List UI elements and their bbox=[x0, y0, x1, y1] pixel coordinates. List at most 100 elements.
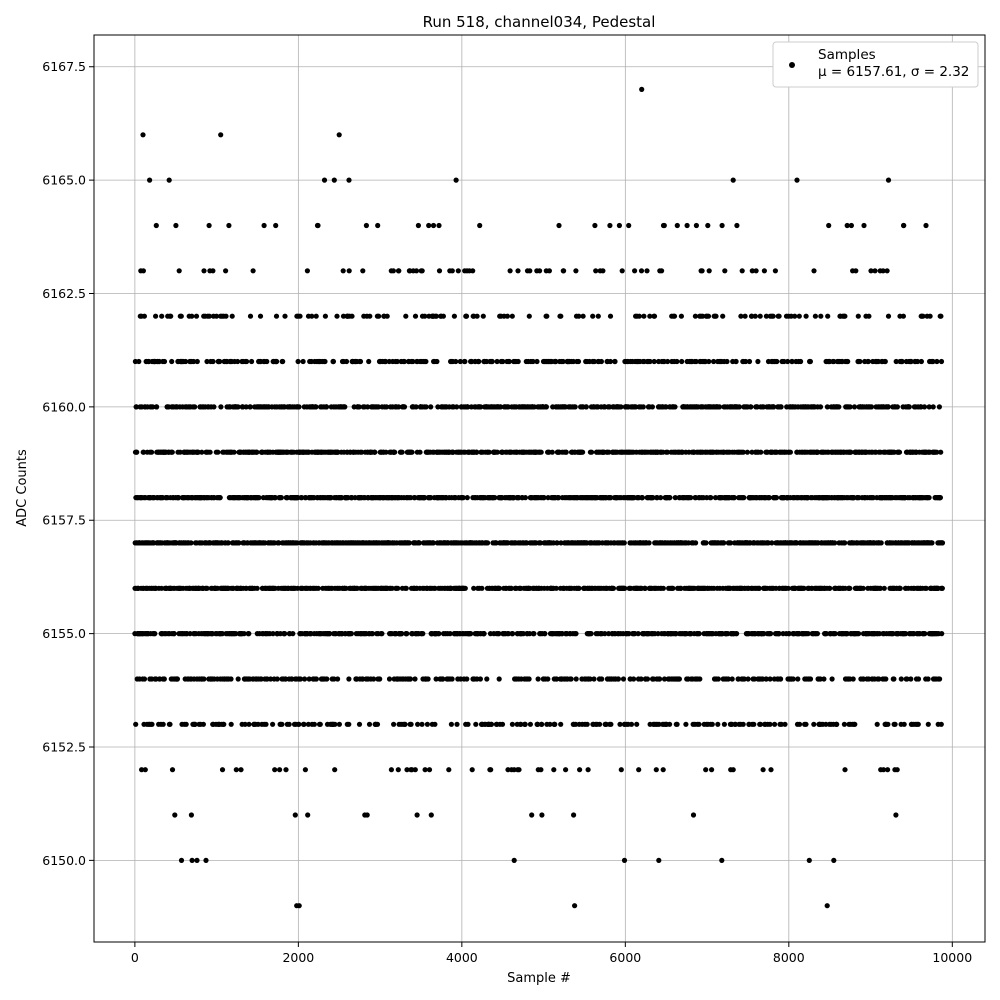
data-point bbox=[538, 767, 544, 773]
data-point bbox=[817, 404, 824, 410]
data-point bbox=[226, 222, 232, 229]
data-point bbox=[297, 676, 304, 682]
data-point bbox=[894, 767, 900, 773]
data-point bbox=[440, 313, 446, 319]
data-point bbox=[753, 268, 759, 274]
data-point bbox=[936, 404, 943, 410]
data-point bbox=[257, 313, 264, 319]
plot-area-frame bbox=[93, 34, 986, 943]
data-point bbox=[233, 631, 239, 637]
data-point bbox=[480, 313, 486, 319]
data-point bbox=[193, 313, 200, 319]
data-point bbox=[409, 449, 415, 455]
data-point bbox=[412, 676, 418, 682]
data-point bbox=[818, 313, 824, 319]
data-point bbox=[183, 358, 189, 365]
data-point bbox=[299, 495, 305, 501]
data-point bbox=[426, 222, 432, 229]
data-point bbox=[529, 812, 535, 818]
data-point bbox=[739, 268, 745, 274]
data-point bbox=[939, 631, 945, 637]
data-point bbox=[419, 721, 425, 727]
data-point bbox=[302, 676, 308, 682]
data-point bbox=[455, 268, 461, 274]
data-point bbox=[811, 268, 817, 274]
data-point bbox=[436, 222, 442, 229]
data-point bbox=[223, 313, 229, 319]
data-point bbox=[851, 404, 858, 410]
data-point bbox=[244, 358, 250, 365]
data-point bbox=[543, 404, 550, 410]
data-point bbox=[334, 313, 340, 319]
data-point-outlier bbox=[203, 857, 209, 864]
data-point bbox=[748, 404, 754, 410]
data-point bbox=[464, 676, 470, 682]
data-point bbox=[659, 268, 665, 274]
data-point bbox=[772, 268, 779, 274]
data-point bbox=[556, 222, 562, 229]
data-point bbox=[217, 358, 223, 365]
data-point bbox=[250, 268, 256, 274]
data-point bbox=[152, 631, 158, 637]
data-point bbox=[153, 313, 159, 319]
data-point bbox=[561, 268, 567, 274]
data-point bbox=[413, 268, 420, 274]
data-point bbox=[881, 585, 887, 591]
data-point bbox=[463, 313, 470, 319]
data-point bbox=[276, 540, 282, 546]
data-point bbox=[301, 721, 307, 727]
data-point bbox=[168, 313, 174, 319]
data-point bbox=[671, 313, 678, 319]
data-point bbox=[509, 631, 516, 637]
data-point bbox=[600, 268, 606, 274]
data-point bbox=[721, 540, 727, 546]
data-point bbox=[852, 721, 858, 727]
data-point bbox=[213, 313, 220, 319]
data-point bbox=[697, 676, 703, 682]
data-point bbox=[552, 721, 558, 727]
data-point bbox=[206, 222, 212, 229]
data-point bbox=[706, 268, 712, 274]
data-point bbox=[453, 358, 459, 365]
data-point bbox=[693, 540, 699, 546]
data-point bbox=[770, 313, 776, 319]
data-point bbox=[938, 449, 944, 455]
data-point bbox=[305, 812, 311, 818]
data-point bbox=[481, 631, 487, 637]
data-point bbox=[551, 767, 557, 773]
data-point bbox=[922, 631, 928, 637]
data-point bbox=[713, 313, 719, 319]
data-point bbox=[618, 767, 624, 773]
data-point bbox=[388, 767, 394, 773]
data-point bbox=[366, 721, 373, 727]
data-point bbox=[402, 721, 408, 727]
data-point bbox=[558, 313, 564, 319]
data-point bbox=[563, 449, 569, 455]
data-point bbox=[921, 404, 928, 410]
data-point bbox=[857, 358, 863, 365]
data-point bbox=[938, 358, 945, 365]
data-point bbox=[638, 268, 645, 274]
data-point bbox=[336, 721, 342, 727]
data-point bbox=[322, 313, 328, 319]
data-point bbox=[462, 358, 468, 365]
data-point bbox=[667, 721, 673, 727]
data-point bbox=[258, 676, 264, 682]
data-point bbox=[938, 313, 944, 319]
data-point bbox=[407, 676, 413, 682]
data-point bbox=[210, 358, 216, 365]
data-point-outlier bbox=[730, 177, 736, 183]
data-point bbox=[335, 676, 341, 682]
data-point bbox=[703, 540, 709, 546]
data-point bbox=[322, 358, 328, 365]
data-point bbox=[424, 721, 430, 727]
data-point bbox=[356, 721, 363, 727]
data-point bbox=[477, 222, 483, 229]
data-point bbox=[571, 812, 577, 818]
data-point bbox=[893, 812, 899, 818]
data-point bbox=[539, 812, 545, 818]
data-point bbox=[934, 358, 940, 365]
data-point bbox=[526, 313, 532, 319]
data-point bbox=[544, 313, 550, 319]
data-point bbox=[211, 404, 217, 410]
